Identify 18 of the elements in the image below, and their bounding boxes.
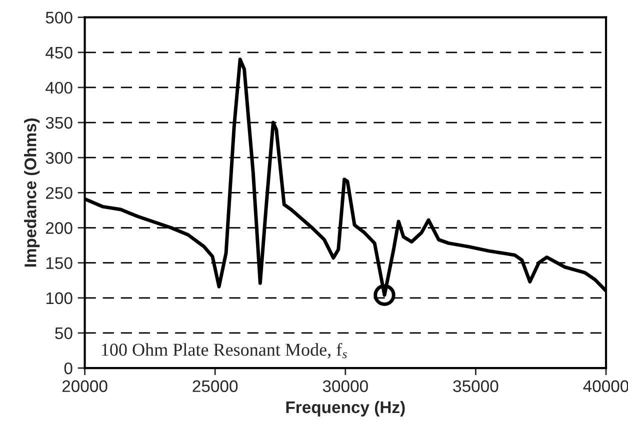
y-tick-label: 250 <box>46 187 72 199</box>
y-tick-label: 50 <box>55 327 72 340</box>
y-tick-label: 200 <box>46 222 72 234</box>
x-tick-label: 25000 <box>192 380 238 392</box>
y-tick-label: 300 <box>46 152 72 164</box>
x-tick-label: 30000 <box>322 380 368 392</box>
y-axis-title: Impedance (Ohms) <box>24 118 40 267</box>
y-tick-label: 450 <box>46 46 72 59</box>
y-tick-label: 400 <box>46 82 72 94</box>
y-tick-label: 350 <box>46 116 72 129</box>
y-tick-label: 100 <box>46 292 72 304</box>
annotation: 100 Ohm Plate Resonant Mode, f$_{s}$ <box>102 342 347 358</box>
x-axis-title: Frequency (Hz) <box>286 400 405 416</box>
x-tick-label: 35000 <box>453 380 498 392</box>
y-tick-label: 0 <box>64 362 72 374</box>
x-tick-label: 20000 <box>62 380 108 392</box>
y-tick-label: 500 <box>46 12 72 24</box>
y-tick-label: 150 <box>46 257 72 270</box>
